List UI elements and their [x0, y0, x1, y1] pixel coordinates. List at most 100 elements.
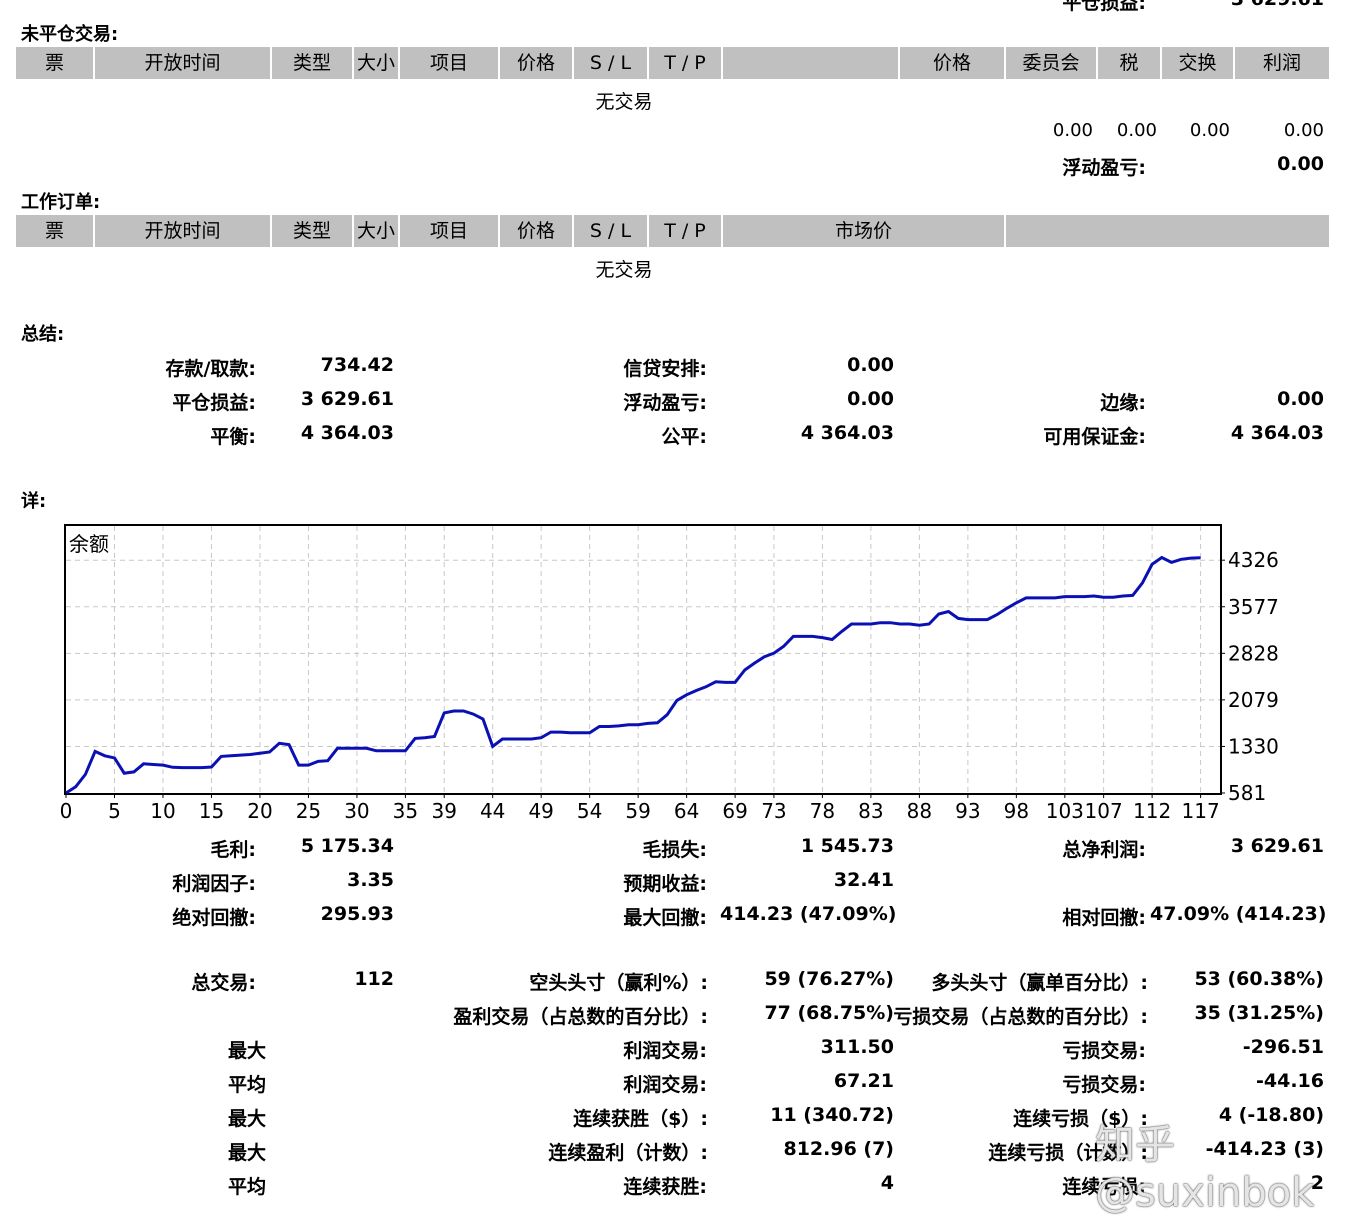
- gross-loss-value: 1 545.73: [800, 835, 894, 857]
- avg-consec-losses-label: 连续亏损:: [1062, 1176, 1146, 1198]
- abs-drawdown-value: 295.93: [320, 903, 394, 925]
- avg-profit-value: 67.21: [833, 1070, 894, 1092]
- gross-loss-label: 毛损失:: [642, 839, 707, 861]
- gross-profit-value: 5 175.34: [300, 835, 394, 857]
- x-tick-label: 25: [296, 799, 321, 823]
- col-tp: T / P: [649, 215, 723, 247]
- open-total-commission: 0.00: [1052, 120, 1093, 141]
- x-tick-label: 107: [1085, 799, 1123, 823]
- profit-factor-label: 利润因子:: [172, 873, 256, 895]
- consec-wins-value: 11 (340.72): [770, 1104, 894, 1126]
- x-tick-label: 5: [108, 799, 121, 823]
- consec-wins-label: 连续获胜（$）:: [573, 1108, 708, 1130]
- working-orders-empty: 无交易: [595, 259, 653, 281]
- credit-label: 信贷安排:: [623, 358, 707, 380]
- consec-losses-label: 连续亏损（$）:: [1013, 1108, 1148, 1130]
- col-type: 类型: [272, 47, 354, 79]
- largest-loss-label: 亏损交易:: [1062, 1040, 1146, 1062]
- short-positions-value: 59 (76.27%): [764, 968, 894, 990]
- col-price2: 价格: [900, 47, 1006, 79]
- equity-value: 4 364.03: [800, 422, 894, 444]
- expected-payoff-label: 预期收益:: [623, 873, 707, 895]
- x-tick-label: 64: [674, 799, 699, 823]
- x-tick-label: 98: [1004, 799, 1029, 823]
- max-drawdown-value: 414.23 (47.09%): [720, 903, 897, 925]
- col-ticket: 票: [16, 215, 95, 247]
- maximum-label-2: 最大: [227, 1142, 266, 1164]
- x-tick-label: 103: [1046, 799, 1084, 823]
- x-tick-label: 49: [528, 799, 553, 823]
- working-orders-header: 票 开放时间 类型 大小 项目 价格 S / L T / P 市场价: [16, 215, 1329, 247]
- col-market-price: 市场价: [723, 215, 1006, 247]
- chart-frame: [64, 524, 1222, 795]
- short-positions-label: 空头头寸（赢利%）:: [529, 972, 708, 994]
- consec-profit-value: 812.96 (7): [783, 1138, 894, 1160]
- watermark: 知乎 @suxinbok: [1095, 1122, 1315, 1216]
- col-commission: 委员会: [1006, 47, 1098, 79]
- open-floating-value: 0.00: [1277, 153, 1324, 175]
- x-tick-label: 88: [907, 799, 932, 823]
- col-blank: [723, 47, 900, 79]
- open-floating-label: 浮动盈亏:: [1062, 157, 1146, 179]
- consec-loss-count-value: -414.23 (3): [1205, 1138, 1324, 1160]
- consec-loss-count-label: 连续亏损（计数）:: [988, 1142, 1148, 1164]
- balance-label: 平衡:: [210, 426, 256, 448]
- col-price: 价格: [500, 47, 574, 79]
- deposit-label: 存款/取款:: [165, 358, 256, 380]
- x-axis-ticks: 0 5 10 15 20 25 30 35 39 44 49 54 59 64 69 73 78 83 88 93 98…: [60, 793, 1220, 823]
- net-profit-label: 总净利润:: [1062, 839, 1146, 861]
- y-tick-label: 3577: [1228, 595, 1279, 619]
- avg-loss-value: -44.16: [1256, 1070, 1324, 1092]
- x-tick-label: 73: [761, 799, 786, 823]
- equity-label: 公平:: [661, 426, 707, 448]
- margin-label: 边缘:: [1100, 392, 1146, 414]
- x-tick-label: 30: [344, 799, 369, 823]
- total-trades-value: 112: [354, 968, 394, 990]
- largest-loss-value: -296.51: [1242, 1036, 1324, 1058]
- profit-trades-value: 77 (68.75%): [764, 1002, 894, 1024]
- open-total-profit: 0.00: [1283, 120, 1324, 141]
- max-drawdown-label: 最大回撤:: [623, 907, 707, 929]
- col-profit: 利润: [1262, 52, 1301, 74]
- free-margin-value: 4 364.03: [1230, 422, 1324, 444]
- abs-drawdown-label: 绝对回撤:: [172, 907, 256, 929]
- x-tick-label: 54: [577, 799, 602, 823]
- margin-value: 0.00: [1277, 388, 1324, 410]
- expected-payoff-value: 32.41: [833, 869, 894, 891]
- avg-consec-wins-value: 4: [880, 1172, 894, 1194]
- col-blank: [1006, 215, 1329, 247]
- col-open-time: 开放时间: [95, 47, 272, 79]
- floating-label: 浮动盈亏:: [623, 392, 707, 414]
- balance-line: [65, 555, 1201, 795]
- col-open-time: 开放时间: [95, 215, 272, 247]
- col-item: 项目: [400, 215, 500, 247]
- consec-profit-label: 连续盈利（计数）:: [548, 1142, 708, 1164]
- loss-trades-value: 35 (31.25%): [1194, 1002, 1324, 1024]
- deposit-value: 734.42: [320, 354, 394, 376]
- x-tick-label: 117: [1182, 799, 1220, 823]
- rel-drawdown-value: 47.09% (414.23): [1150, 903, 1327, 925]
- working-orders-title: 工作订单:: [21, 192, 101, 213]
- balance-value: 4 364.03: [300, 422, 394, 444]
- y-tick-label: 581: [1228, 781, 1266, 805]
- chart-title: 余额: [69, 532, 109, 556]
- floating-value: 0.00: [847, 388, 894, 410]
- open-total-tax: 0.00: [1116, 120, 1157, 141]
- x-tick-label: 69: [722, 799, 747, 823]
- y-tick-label: 2079: [1228, 688, 1279, 712]
- chart-grid: [66, 526, 1220, 793]
- y-axis-ticks: 581 1330 2079 2828 3577 4326: [1220, 548, 1279, 805]
- closed-pl-label: 平仓损益:: [172, 392, 256, 414]
- open-trades-title: 未平仓交易:: [21, 24, 119, 45]
- summary-title: 总结:: [21, 324, 65, 345]
- average-label: 平均: [227, 1074, 266, 1096]
- x-tick-label: 0: [60, 799, 73, 823]
- consec-losses-value: 4 (-18.80): [1218, 1104, 1324, 1126]
- col-ticket: 票: [16, 47, 95, 79]
- col-sl: S / L: [574, 47, 649, 79]
- y-tick-label: 2828: [1228, 641, 1279, 665]
- rel-drawdown-label: 相对回撤:: [1062, 907, 1146, 929]
- details-title: 详:: [21, 491, 47, 512]
- avg-profit-label: 利润交易:: [623, 1074, 707, 1096]
- open-total-swap: 0.00: [1189, 120, 1230, 141]
